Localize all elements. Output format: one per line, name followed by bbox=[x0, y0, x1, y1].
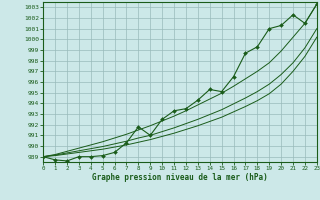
X-axis label: Graphe pression niveau de la mer (hPa): Graphe pression niveau de la mer (hPa) bbox=[92, 173, 268, 182]
